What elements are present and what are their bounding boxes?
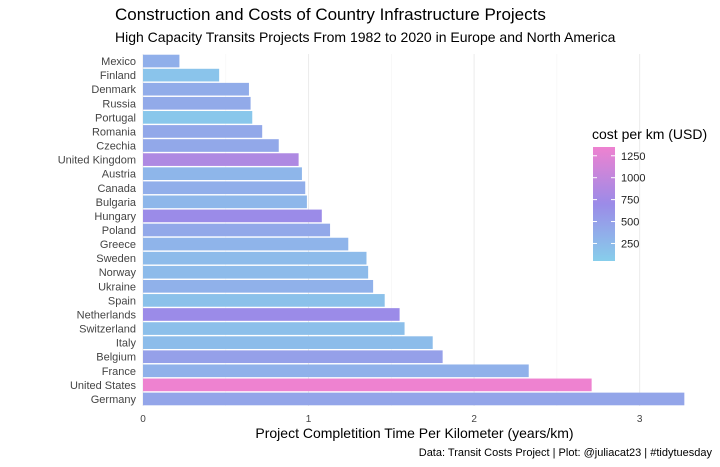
y-tick-label: France <box>102 366 136 378</box>
y-tick-label: Hungary <box>94 211 136 223</box>
legend-tick-label: 500 <box>621 217 639 229</box>
bar-denmark <box>143 82 249 96</box>
y-tick-label: Finland <box>100 70 136 82</box>
x-tick-label: 1 <box>306 414 312 425</box>
chart-subtitle: High Capacity Transits Projects From 198… <box>115 29 616 45</box>
y-tick-label: Poland <box>102 225 136 237</box>
y-tick-label: Germany <box>91 394 137 406</box>
y-tick-label: Denmark <box>91 84 136 96</box>
bar-belgium <box>143 350 443 364</box>
y-tick-label: Portugal <box>95 112 136 124</box>
bar-mexico <box>143 54 180 68</box>
y-tick-label: Belgium <box>96 352 136 364</box>
x-tick-label: 0 <box>140 414 146 425</box>
legend-tick-label: 1250 <box>621 151 645 163</box>
y-tick-label: Austria <box>102 169 137 181</box>
legend-title: cost per km (USD) <box>592 126 708 142</box>
chart-title: Construction and Costs of Country Infras… <box>115 5 546 24</box>
y-tick-label: Greece <box>100 239 136 251</box>
y-tick-label: Italy <box>116 338 137 350</box>
bar-russia <box>143 96 251 110</box>
y-tick-label: Sweden <box>96 253 136 265</box>
y-tick-label: Romania <box>92 126 137 138</box>
bar-austria <box>143 167 302 181</box>
y-tick-label: Czechia <box>96 141 137 153</box>
bar-finland <box>143 68 220 82</box>
y-tick-label: Ukraine <box>98 281 136 293</box>
bar-bulgaria <box>143 195 307 209</box>
bar-portugal <box>143 111 253 124</box>
bar-norway <box>143 265 369 279</box>
bar-sweden <box>143 251 367 265</box>
bar-ukraine <box>143 279 374 293</box>
y-tick-label: Russia <box>102 98 137 110</box>
bar-netherlands <box>143 308 400 321</box>
caption: Data: Transit Costs Project | Plot: @jul… <box>418 447 712 459</box>
legend-tick-label: 750 <box>621 195 639 207</box>
bar-spain <box>143 294 385 307</box>
bar-switzerland <box>143 322 405 335</box>
y-tick-label: Mexico <box>101 56 136 68</box>
y-tick-label: Canada <box>97 183 136 195</box>
y-tick-label: Norway <box>99 267 137 279</box>
bar-poland <box>143 223 331 237</box>
bar-united-states <box>143 378 592 392</box>
bar-united-kingdom <box>143 153 299 166</box>
bar-germany <box>143 392 685 406</box>
x-tick-label: 2 <box>471 414 477 425</box>
bar-greece <box>143 237 349 251</box>
y-tick-label: Spain <box>108 295 136 307</box>
legend-colorbar <box>593 147 615 261</box>
legend-tick-label: 250 <box>621 238 639 250</box>
y-tick-label: Switzerland <box>79 324 136 336</box>
bar-romania <box>143 125 263 138</box>
bar-hungary <box>143 209 322 223</box>
bar-france <box>143 364 529 378</box>
bar-czechia <box>143 139 279 152</box>
y-tick-label: Bulgaria <box>96 197 137 209</box>
y-tick-label: United States <box>70 380 137 392</box>
y-tick-label: Netherlands <box>77 309 137 321</box>
bar-canada <box>143 181 306 195</box>
legend-tick-label: 1000 <box>621 173 645 185</box>
x-axis-label: Project Completition Time Per Kilometer … <box>255 425 574 441</box>
y-tick-label: United Kingdom <box>58 155 136 167</box>
x-tick-label: 3 <box>637 414 643 425</box>
bar-italy <box>143 336 433 349</box>
